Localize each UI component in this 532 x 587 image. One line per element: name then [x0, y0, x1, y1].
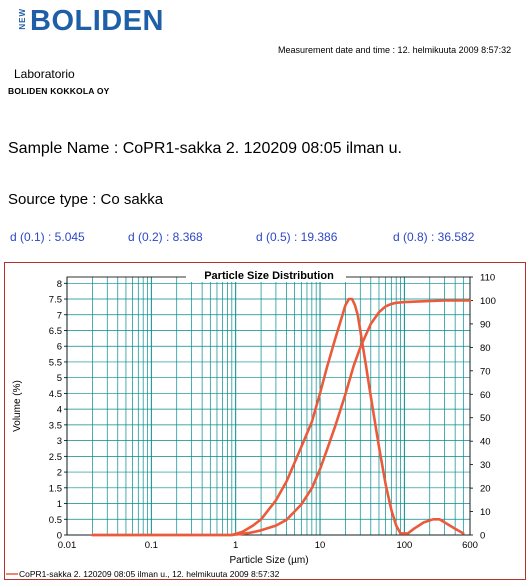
chart-title-background [186, 269, 346, 282]
y-tick-label: 8 [57, 279, 62, 290]
frequency-curve [91, 297, 465, 537]
x-tick-label: 100 [396, 540, 412, 551]
laboratory-label: Laboratorio [14, 67, 75, 81]
y-tick-label: 0.5 [49, 515, 62, 526]
y2-tick-label: 60 [480, 390, 491, 401]
y-tick-label: 1 [57, 499, 62, 510]
chart-frame [4, 262, 526, 580]
y-tick-label: 7.5 [49, 295, 62, 306]
d-value-20: d (0.2) : 8.368 [128, 230, 203, 244]
y-tick-label: 4 [57, 405, 62, 416]
y2-tick-label: 40 [480, 437, 491, 448]
y2-tick-label: 70 [480, 366, 491, 377]
y-tick-label: 5 [57, 373, 62, 384]
y-tick-label: 3 [57, 436, 62, 447]
d-value-10: d (0.1) : 5.045 [10, 230, 85, 244]
y-tick-label: 5.5 [49, 357, 62, 368]
y-tick-label: 4.5 [49, 389, 62, 400]
y2-tick-label: 90 [480, 319, 491, 330]
y2-tick-label: 50 [480, 413, 491, 424]
y2-tick-label: 100 [480, 296, 496, 307]
y2-tick-label: 30 [480, 460, 491, 471]
y-tick-label: 2 [57, 468, 62, 479]
chart-title: Particle Size Distribution [204, 270, 334, 282]
y-tick-label: 1.5 [49, 483, 62, 494]
cumulative-curve [91, 299, 472, 537]
d-value-80: d (0.8) : 36.582 [393, 230, 475, 244]
legend-label: CoPR1-sakka 2. 120209 08:05 ilman u., 12… [19, 569, 280, 579]
y2-tick-label: 0 [480, 531, 485, 542]
y2-tick-label: 20 [480, 484, 491, 495]
y2-tick-label: 10 [480, 507, 491, 518]
y-tick-label: 3.5 [49, 420, 62, 431]
d-value-50: d (0.5) : 19.386 [256, 230, 338, 244]
y-tick-label: 6.5 [49, 326, 62, 337]
y-tick-label: 6 [57, 342, 62, 353]
measurement-date: Measurement date and time : 12. helmikuu… [278, 45, 512, 55]
y2-tick-label: 110 [480, 273, 495, 284]
logo-text: BOLIDEN [30, 5, 164, 37]
y-axis-label: Volume (%) [12, 380, 23, 432]
plot-area [67, 277, 470, 535]
x-tick-label: 1 [233, 540, 238, 551]
company-name: BOLIDEN KOKKOLA OY [8, 86, 110, 96]
source-type: Source type : Co sakka [8, 191, 164, 208]
x-axis-label: Particle Size (µm) [229, 555, 308, 566]
x-tick-label: 10 [315, 540, 326, 551]
y-tick-label: 0 [57, 531, 62, 542]
sample-name: Sample Name : CoPR1-sakka 2. 120209 08:0… [8, 140, 402, 157]
y-tick-label: 2.5 [49, 452, 62, 463]
x-tick-label: 0.1 [145, 540, 158, 551]
y-tick-label: 7 [57, 310, 62, 321]
y2-tick-label: 80 [480, 343, 491, 354]
x-tick-label: 0.01 [58, 540, 77, 551]
x-tick-label: 600 [462, 540, 478, 551]
